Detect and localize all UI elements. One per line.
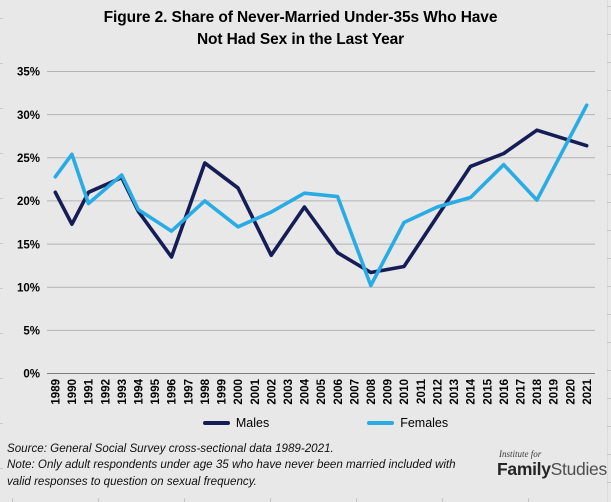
- x-tick-label: 1996: [167, 379, 179, 405]
- x-tick-label: 2020: [565, 379, 577, 405]
- x-tick-label: 1992: [100, 379, 112, 405]
- y-tick-label: 25%: [17, 153, 40, 165]
- x-tick-label: 2019: [549, 379, 561, 405]
- x-tick-label: 2010: [399, 379, 411, 405]
- x-tick-label: 2012: [432, 379, 444, 405]
- x-tick-label: 1993: [117, 379, 129, 405]
- y-tick-label: 35%: [17, 67, 40, 79]
- y-tick-label: 15%: [17, 239, 40, 251]
- females-series-line: [53, 103, 589, 288]
- x-tick-label: 2018: [532, 378, 544, 404]
- x-tick-label: 2004: [300, 378, 312, 404]
- x-tick-label: 2008: [366, 378, 378, 404]
- page-edge-ticks-bottom: [12, 498, 611, 502]
- ifs-logo-tagline: Institute for: [499, 449, 542, 459]
- chart-notes: Source: General Social Survey cross-sect…: [7, 441, 473, 490]
- chart-legend: Males Females: [20, 416, 611, 430]
- x-tick-label: 2021: [582, 378, 594, 404]
- x-tick-label: 1989: [51, 379, 63, 405]
- x-tick-label: 2001: [250, 378, 262, 404]
- y-tick-label: 10%: [17, 282, 40, 294]
- method-note: Note: Only adult respondents under age 3…: [7, 458, 456, 488]
- y-tick-label: 20%: [17, 196, 40, 208]
- x-tick-label: 2006: [333, 379, 345, 405]
- x-tick-label: 2005: [316, 378, 328, 404]
- page-edge-ticks-right: [607, 6, 611, 502]
- x-tick-label: 2002: [266, 379, 278, 405]
- y-tick-label: 0%: [23, 369, 40, 381]
- chart-title: Figure 2. Share of Never-Married Under-3…: [0, 7, 601, 51]
- x-tick-label: 2003: [283, 379, 295, 405]
- x-tick-label: 1997: [183, 379, 195, 405]
- x-tick-label: 1999: [217, 379, 229, 405]
- x-tick-label: 2000: [233, 379, 245, 405]
- x-tick-label: 1998: [200, 378, 212, 404]
- chart-title-line1: Figure 2. Share of Never-Married Under-3…: [103, 9, 498, 26]
- females-line-swatch: [367, 421, 395, 425]
- ifs-logo-brand: FamilyStudies: [497, 459, 608, 479]
- ifs-logo-studies: Studies: [550, 459, 608, 479]
- source-note: Source: General Social Survey cross-sect…: [7, 442, 334, 455]
- x-tick-label: 1995: [150, 378, 162, 404]
- ifs-logo-family: Family: [497, 459, 551, 479]
- x-tick-label: 2015: [482, 378, 494, 404]
- males-legend-label: Males: [235, 416, 270, 430]
- x-tick-label: 1991: [84, 378, 96, 404]
- x-tick-label: 1990: [67, 379, 79, 405]
- x-tick-label: 2013: [449, 379, 461, 405]
- legend-item-females: Females: [367, 416, 448, 430]
- y-tick-label: 30%: [17, 110, 40, 122]
- males-line-swatch: [202, 421, 230, 425]
- x-tick-label: 2014: [466, 378, 478, 404]
- ifs-logo: Institute for FamilyStudies: [497, 450, 607, 479]
- y-tick-label: 5%: [23, 326, 40, 338]
- x-tick-label: 2017: [515, 379, 527, 405]
- chart-title-line2: Not Had Sex in the Last Year: [196, 31, 405, 48]
- x-tick-label: 1994: [134, 378, 146, 404]
- x-tick-label: 2011: [416, 378, 428, 404]
- x-tick-label: 2007: [349, 379, 361, 405]
- x-tick-label: 2009: [383, 379, 395, 405]
- page-edge-ticks-left: [0, 18, 3, 502]
- x-tick-label: 2016: [499, 379, 511, 405]
- females-legend-label: Females: [400, 416, 449, 430]
- legend-item-males: Males: [202, 416, 270, 430]
